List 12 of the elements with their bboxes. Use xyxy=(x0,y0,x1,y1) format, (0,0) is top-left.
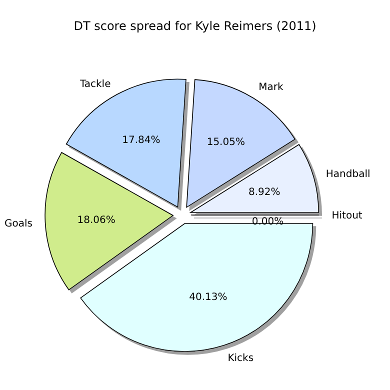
data-label: 8.92% xyxy=(248,186,280,198)
data-label: 18.06% xyxy=(77,215,116,226)
category-label: Hitout xyxy=(332,210,362,222)
slice-label: Tackle xyxy=(78,78,111,90)
chart-title: DT score spread for Kyle Reimers (2011) xyxy=(74,19,316,33)
slice-label: Handball xyxy=(326,169,370,180)
slice-label: Goals xyxy=(4,218,32,230)
slice-label: Mark xyxy=(258,82,284,93)
data-label: 15.05% xyxy=(206,136,245,148)
data-label: 17.84% xyxy=(122,135,160,146)
data-label: 40.13% xyxy=(189,292,228,304)
slice-label: Kicks xyxy=(228,353,254,364)
